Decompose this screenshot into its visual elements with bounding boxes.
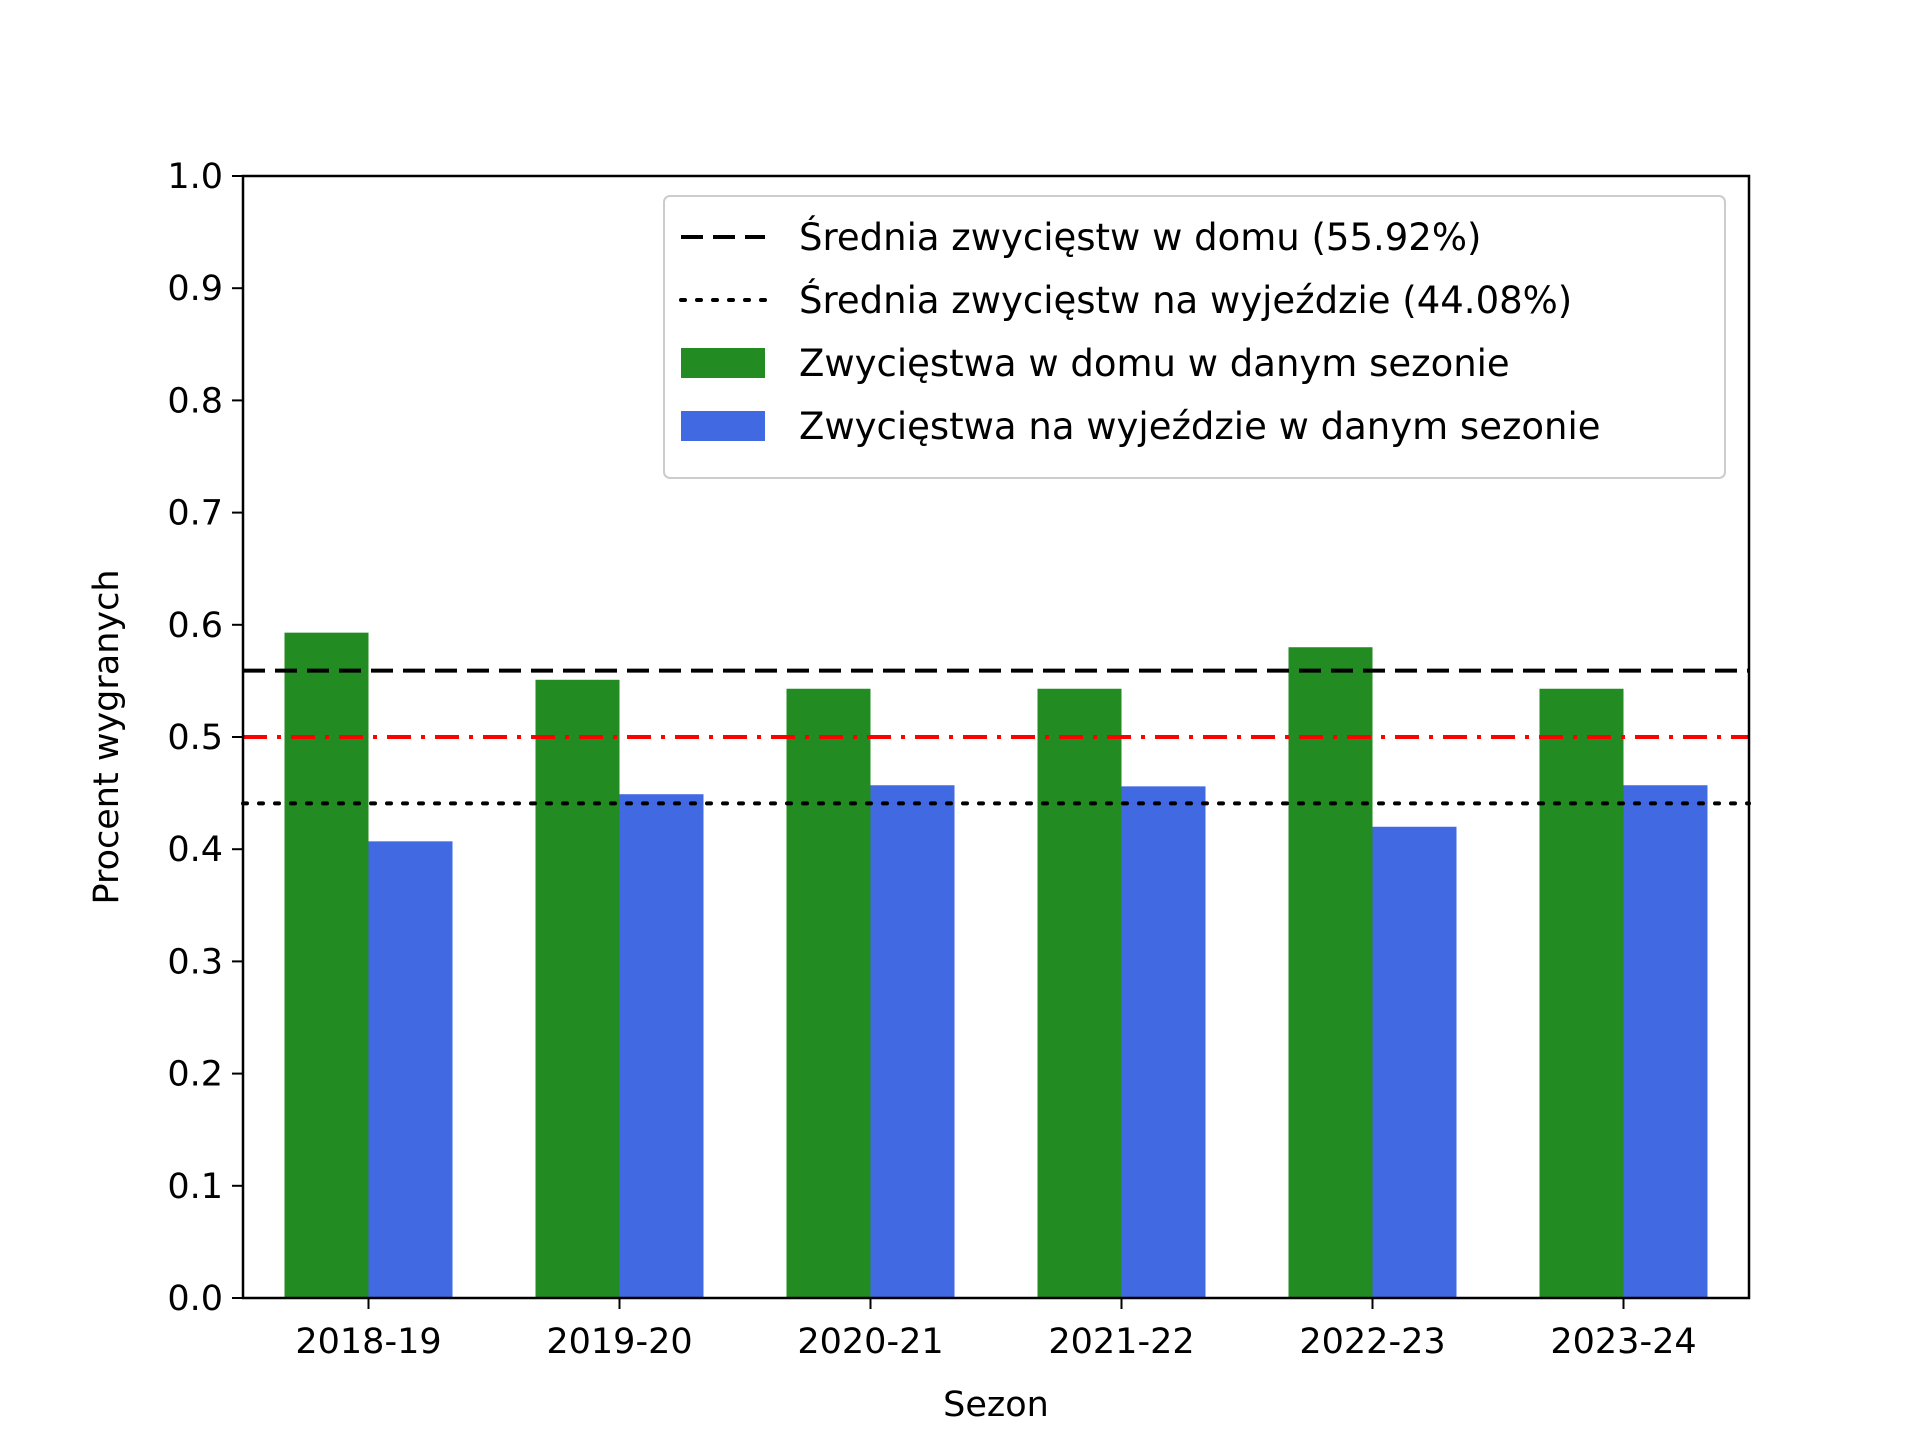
home-win-bar-2020-21 xyxy=(786,688,871,1298)
x-tick-label: 2023-24 xyxy=(1550,1322,1696,1362)
y-tick-label: 0.2 xyxy=(167,1055,223,1095)
away-win-bar-2020-21 xyxy=(870,785,955,1298)
bars-group xyxy=(284,632,1708,1298)
x-axis-label: Sezon xyxy=(943,1385,1049,1425)
y-tick-label: 0.1 xyxy=(167,1167,223,1207)
y-tick-label: 0.8 xyxy=(167,381,223,421)
home-average-line-legend-label: Średnia zwycięstw w domu (55.92%) xyxy=(799,215,1481,259)
home-win-bar-2021-22 xyxy=(1037,688,1122,1298)
x-tick-label: 2018-19 xyxy=(295,1322,441,1362)
away-win-bar-2019-20 xyxy=(619,794,704,1298)
y-tick-label: 0.4 xyxy=(167,830,223,870)
y-tick-label: 0.3 xyxy=(167,942,223,982)
y-axis: 0.0 0.1 0.2 0.3 0.4 0.5 0.6 0.7 0.8 0.9 1.0 xyxy=(167,157,243,1319)
away-win-bar-2021-22 xyxy=(1121,786,1206,1298)
away-win-bar-2023-24 xyxy=(1623,785,1708,1298)
plot-frame xyxy=(241,174,1751,1300)
y-tick-label: 0.5 xyxy=(167,718,223,758)
y-tick-label: 0.9 xyxy=(167,269,223,309)
legend: Średnia zwycięstw w domu (55.92%) Średnia… xyxy=(663,195,1726,479)
y-tick-label: 1.0 xyxy=(167,157,223,197)
legend-box xyxy=(663,195,1726,479)
home-win-legend-label: Zwycięstwa w domu w danym sezonie xyxy=(799,342,1510,385)
y-tick-label: 0.0 xyxy=(167,1279,223,1319)
reference-lines-group xyxy=(241,668,1751,806)
x-tick-label: 2020-21 xyxy=(797,1322,943,1362)
away-win-legend-label: Zwycięstwa na wyjeździe w danym sezonie xyxy=(799,405,1601,448)
x-axis: 2018-19 2019-20 2020-21 2021-22 2022-23 2023-… xyxy=(295,1298,1697,1362)
home-win-legend-swatch xyxy=(681,348,765,378)
x-tick-label: 2022-23 xyxy=(1299,1322,1445,1362)
home-win-bar-2023-24 xyxy=(1539,688,1624,1298)
home-win-bar-2022-23 xyxy=(1288,647,1373,1298)
away-win-legend-swatch xyxy=(681,411,765,441)
x-tick-label: 2021-22 xyxy=(1048,1322,1194,1362)
away-win-bar-2022-23 xyxy=(1372,826,1457,1298)
home-win-bar-2018-19 xyxy=(284,632,369,1298)
x-tick-label: 2019-20 xyxy=(546,1322,692,1362)
y-tick-label: 0.7 xyxy=(167,494,223,534)
y-axis-label: Procent wygranych xyxy=(87,569,127,904)
away-win-bar-2018-19 xyxy=(368,841,453,1298)
away-average-line-legend-label: Średnia zwycięstw na wyjeździe (44.08%) xyxy=(799,278,1572,322)
home-win-bar-2019-20 xyxy=(535,679,620,1298)
y-tick-label: 0.6 xyxy=(167,606,223,646)
